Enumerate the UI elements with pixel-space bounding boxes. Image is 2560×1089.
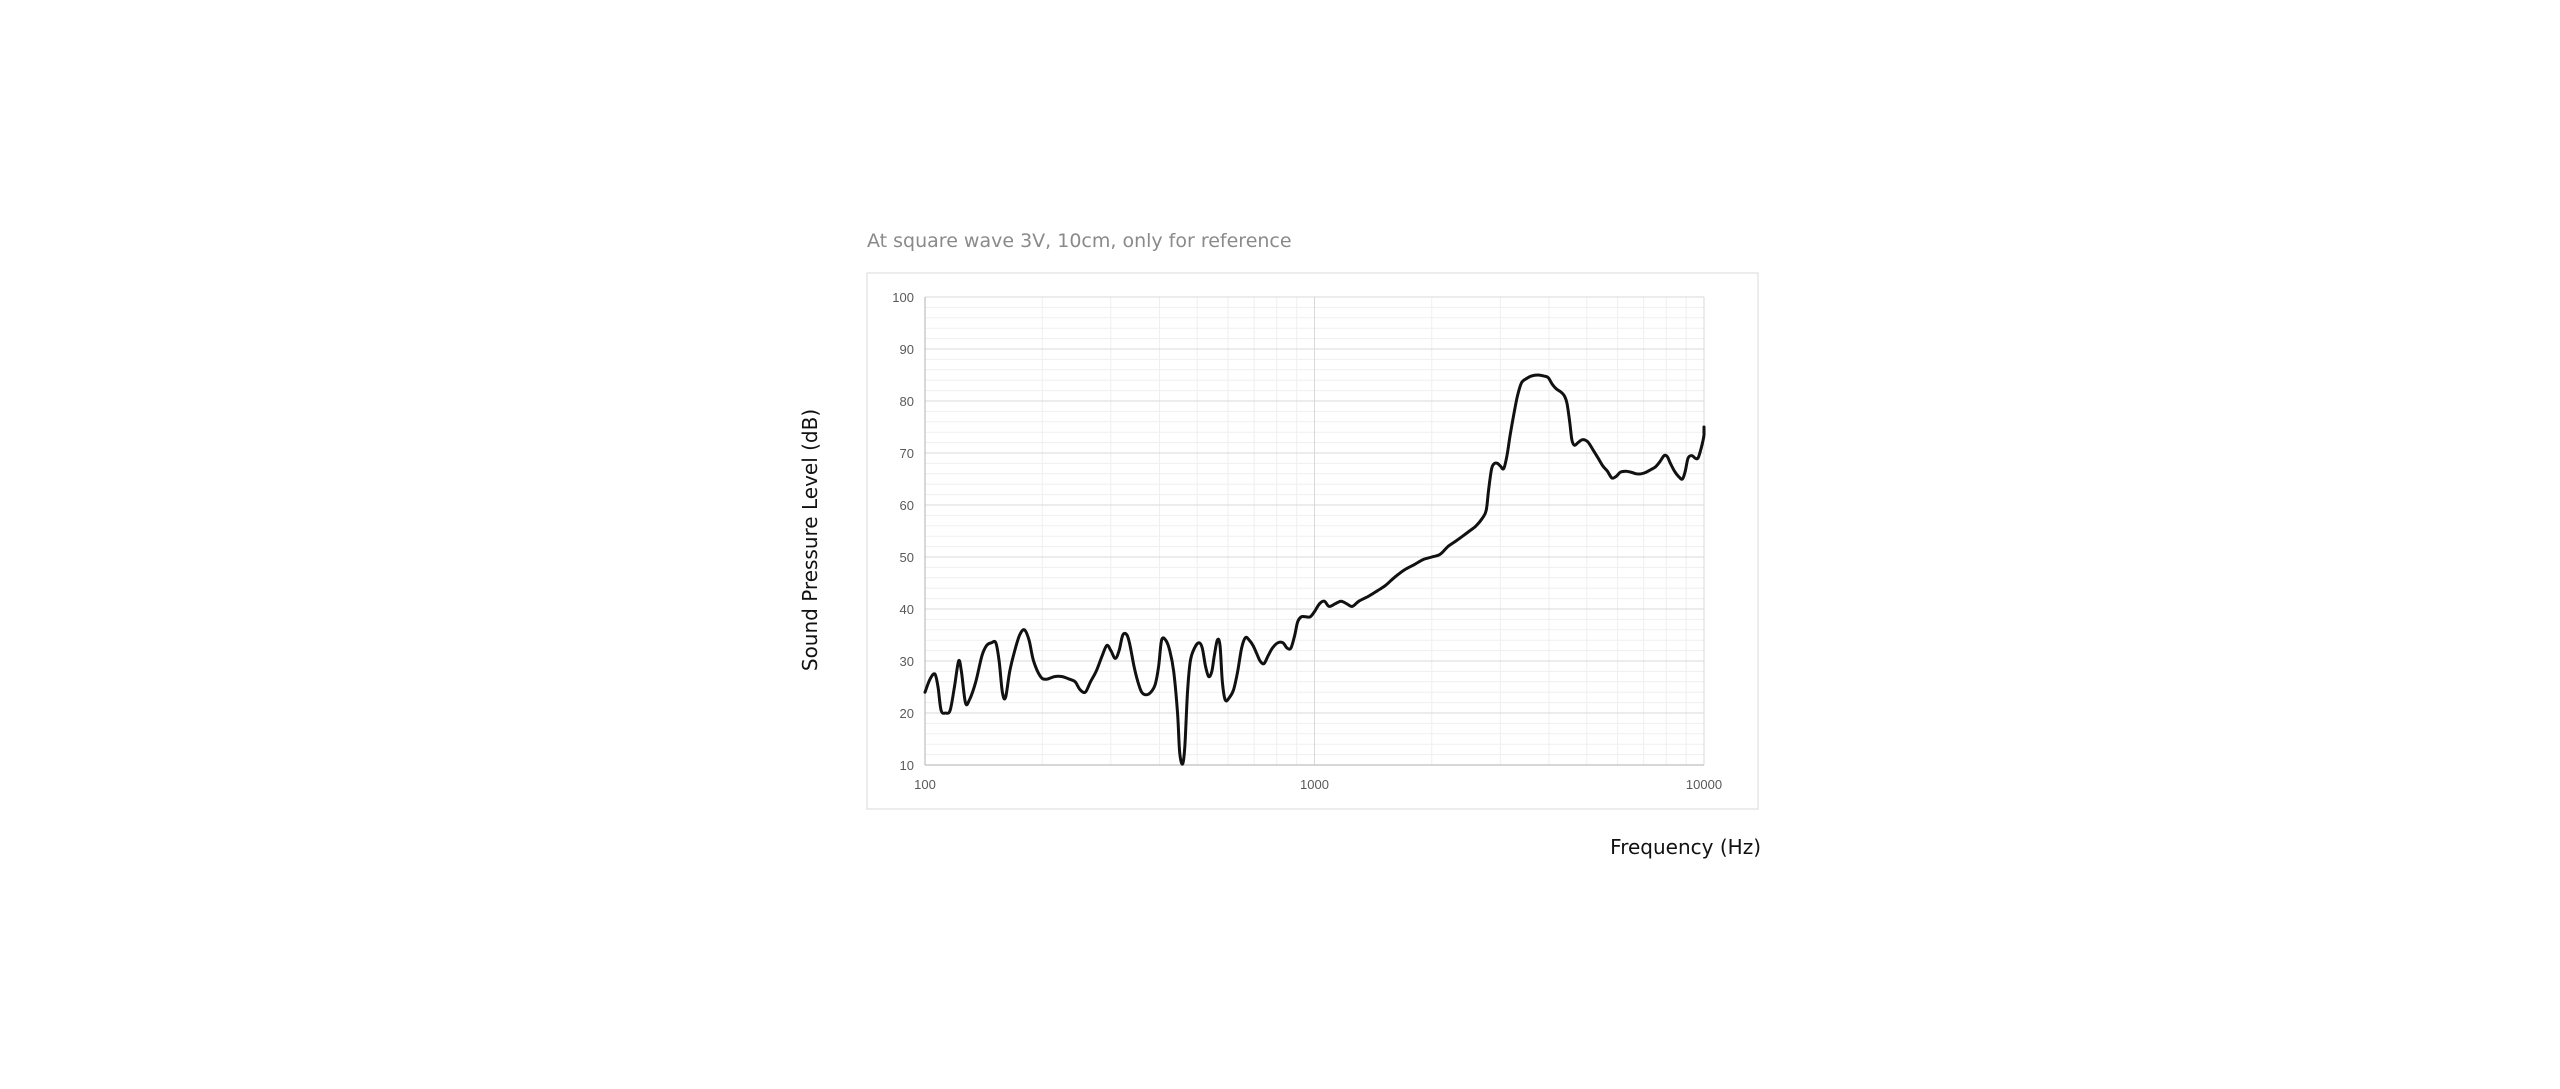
y-tick-label: 70 xyxy=(900,446,914,461)
y-tick-label: 80 xyxy=(900,394,914,409)
x-tick-label: 100 xyxy=(914,777,936,792)
y-tick-label: 100 xyxy=(892,290,914,305)
y-tick-label: 40 xyxy=(900,602,914,617)
y-tick-labels: 10 20 30 40 50 60 70 80 90 100 xyxy=(892,290,914,773)
x-axis-title: Frequency (Hz) xyxy=(1610,835,1761,859)
series-layer xyxy=(923,373,1706,766)
y-axis-title: Sound Pressure Level (dB) xyxy=(798,409,822,671)
chart-frame xyxy=(866,272,1759,810)
major-gridlines xyxy=(925,296,1705,765)
y-tick-label: 20 xyxy=(900,706,914,721)
axes xyxy=(924,297,1704,766)
y-tick-label: 30 xyxy=(900,654,914,669)
series-line xyxy=(923,373,1706,766)
chart-note: At square wave 3V, 10cm, only for refere… xyxy=(867,230,1292,252)
y-tick-label: 90 xyxy=(900,342,914,357)
x-tick-label: 10000 xyxy=(1686,777,1722,792)
x-tick-label: 1000 xyxy=(1300,777,1329,792)
y-tick-label: 10 xyxy=(900,758,914,773)
x-tick-labels: 100 1000 10000 xyxy=(914,777,1722,792)
y-tick-label: 50 xyxy=(900,550,914,565)
y-tick-label: 60 xyxy=(900,498,914,513)
